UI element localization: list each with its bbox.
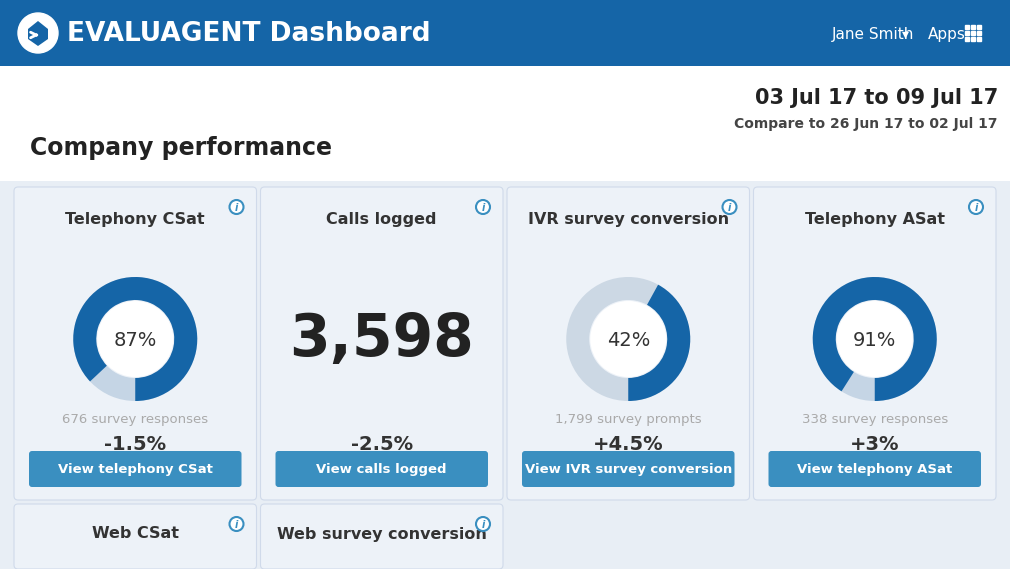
Text: Calls logged: Calls logged bbox=[326, 212, 437, 226]
FancyBboxPatch shape bbox=[261, 504, 503, 569]
Text: 03 Jul 17 to 09 Jul 17: 03 Jul 17 to 09 Jul 17 bbox=[754, 88, 998, 108]
Circle shape bbox=[229, 200, 243, 214]
Text: i: i bbox=[482, 203, 485, 212]
Text: 1,799 survey prompts: 1,799 survey prompts bbox=[554, 413, 702, 426]
FancyBboxPatch shape bbox=[769, 451, 981, 487]
Text: Apps: Apps bbox=[928, 27, 966, 42]
Text: i: i bbox=[482, 519, 485, 530]
Text: View telephony CSat: View telephony CSat bbox=[58, 463, 213, 476]
Text: Compare to 26 Jun 17 to 02 Jul 17: Compare to 26 Jun 17 to 02 Jul 17 bbox=[734, 117, 998, 131]
Text: Web survey conversion: Web survey conversion bbox=[277, 526, 487, 542]
Text: -2.5%: -2.5% bbox=[350, 435, 413, 453]
Text: +4.5%: +4.5% bbox=[593, 435, 664, 453]
Wedge shape bbox=[74, 277, 197, 401]
Text: 338 survey responses: 338 survey responses bbox=[802, 413, 947, 426]
Text: 87%: 87% bbox=[113, 331, 157, 349]
Text: Telephony ASat: Telephony ASat bbox=[805, 212, 944, 226]
Text: 3,598: 3,598 bbox=[290, 311, 474, 368]
Text: View IVR survey conversion: View IVR survey conversion bbox=[524, 463, 732, 476]
Text: i: i bbox=[234, 519, 238, 530]
Text: 42%: 42% bbox=[607, 331, 650, 349]
Bar bbox=[0, 181, 1010, 569]
FancyBboxPatch shape bbox=[261, 187, 503, 500]
Text: 91%: 91% bbox=[853, 331, 897, 349]
Text: EVALUAGENT Dashboard: EVALUAGENT Dashboard bbox=[67, 21, 430, 47]
FancyBboxPatch shape bbox=[753, 187, 996, 500]
Text: i: i bbox=[234, 203, 238, 212]
Text: View calls logged: View calls logged bbox=[316, 463, 447, 476]
Text: IVR survey conversion: IVR survey conversion bbox=[527, 212, 729, 226]
Circle shape bbox=[18, 13, 58, 53]
Text: Company performance: Company performance bbox=[30, 136, 332, 160]
Text: i: i bbox=[728, 203, 731, 212]
FancyBboxPatch shape bbox=[507, 187, 749, 500]
Circle shape bbox=[969, 200, 983, 214]
Text: Web CSat: Web CSat bbox=[92, 526, 179, 542]
Text: View telephony ASat: View telephony ASat bbox=[797, 463, 952, 476]
Text: i: i bbox=[975, 203, 978, 212]
Wedge shape bbox=[628, 284, 690, 401]
FancyBboxPatch shape bbox=[276, 451, 488, 487]
Text: Jane Smith: Jane Smith bbox=[832, 27, 914, 42]
Circle shape bbox=[590, 301, 667, 377]
Text: ▾: ▾ bbox=[902, 27, 909, 41]
FancyBboxPatch shape bbox=[522, 451, 734, 487]
Circle shape bbox=[229, 517, 243, 531]
Bar bbox=[0, 66, 1010, 181]
Polygon shape bbox=[28, 21, 48, 46]
Circle shape bbox=[476, 517, 490, 531]
Text: -1.5%: -1.5% bbox=[104, 435, 167, 453]
FancyBboxPatch shape bbox=[14, 504, 257, 569]
Bar bbox=[0, 0, 1010, 66]
FancyBboxPatch shape bbox=[29, 451, 241, 487]
Circle shape bbox=[476, 200, 490, 214]
FancyBboxPatch shape bbox=[14, 187, 257, 500]
Text: +3%: +3% bbox=[850, 435, 900, 453]
Wedge shape bbox=[813, 277, 936, 401]
Circle shape bbox=[722, 200, 736, 214]
Text: 676 survey responses: 676 survey responses bbox=[63, 413, 208, 426]
Wedge shape bbox=[74, 277, 197, 401]
Text: Telephony CSat: Telephony CSat bbox=[66, 212, 205, 226]
Wedge shape bbox=[813, 277, 936, 401]
Wedge shape bbox=[567, 277, 690, 401]
Circle shape bbox=[97, 301, 174, 377]
Circle shape bbox=[836, 301, 913, 377]
